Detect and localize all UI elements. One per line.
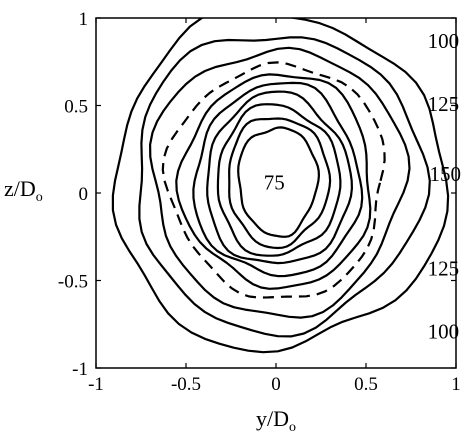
y-axis-title: z/Do bbox=[4, 176, 43, 205]
contour-level-83 bbox=[228, 117, 332, 250]
contour-label: 125 bbox=[428, 92, 460, 116]
contour-labels: 75 100 125 150 125 100 bbox=[264, 29, 461, 344]
contour-level-100 bbox=[206, 90, 353, 265]
contour-level-92 bbox=[216, 103, 342, 257]
x-tick-label: 1 bbox=[451, 374, 461, 395]
y-tick-label: 1 bbox=[79, 9, 89, 30]
contour-level-133 bbox=[149, 46, 411, 319]
plot-frame bbox=[95, 17, 457, 369]
y-tick-label: 0 bbox=[79, 184, 89, 205]
contour-level-142 bbox=[138, 36, 431, 338]
y-tick-labels: 1 0.5 0 -0.5 -1 bbox=[58, 9, 88, 380]
contour-label: 125 bbox=[428, 256, 460, 280]
contour-lines bbox=[111, 18, 450, 354]
axis-ticks bbox=[95, 17, 457, 369]
y-tick-label: 0.5 bbox=[64, 97, 88, 118]
contour-level-125 bbox=[161, 61, 386, 299]
contour-label: 150 bbox=[429, 162, 461, 186]
contour-level-75 bbox=[237, 126, 320, 238]
contour-level-150 bbox=[111, 18, 450, 354]
x-tick-label: -0.5 bbox=[171, 374, 201, 395]
y-tick-label: -0.5 bbox=[58, 272, 88, 293]
x-tick-label: -1 bbox=[88, 374, 104, 395]
x-tick-label: 0.5 bbox=[354, 374, 378, 395]
contour-level-108 bbox=[192, 81, 364, 278]
x-axis-title: y/Do bbox=[256, 406, 296, 435]
contour-label: 100 bbox=[428, 319, 460, 343]
contour-label: 75 bbox=[264, 171, 285, 195]
contour-level-117 bbox=[175, 73, 372, 290]
x-tick-labels: -1 -0.5 0 0.5 1 bbox=[88, 374, 461, 395]
contour-label: 100 bbox=[428, 29, 460, 53]
y-tick-label: -1 bbox=[72, 359, 88, 380]
x-tick-label: 0 bbox=[271, 374, 281, 395]
